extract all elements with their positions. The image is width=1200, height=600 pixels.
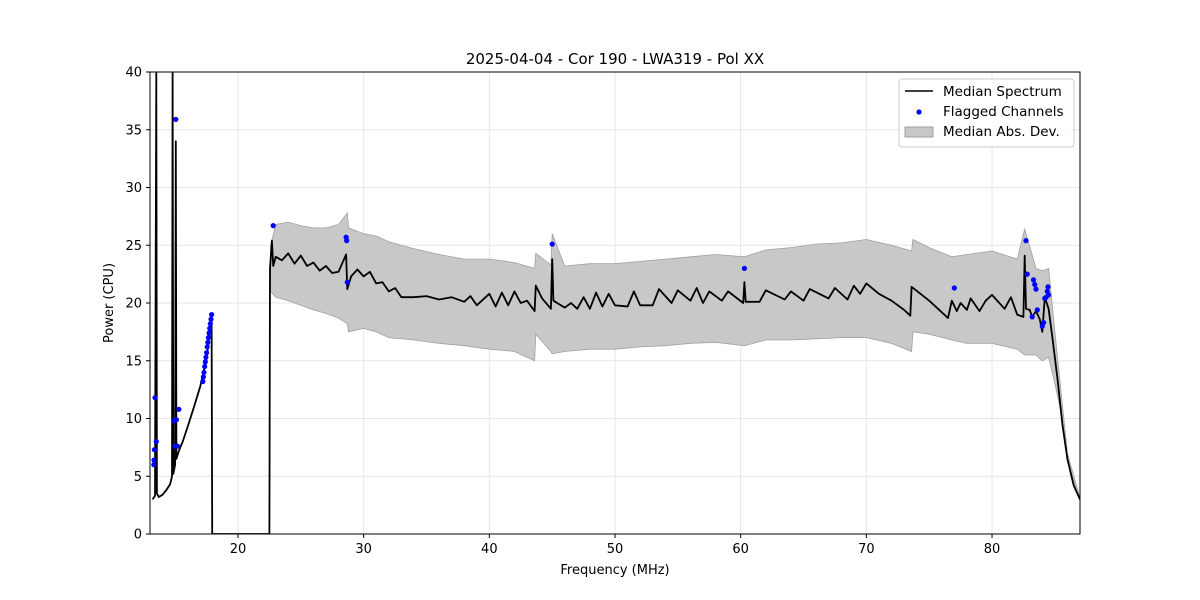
y-axis-ticks: 0 5 10 15 20 25 30 35 40 — [125, 66, 150, 543]
flagged-channel-point — [1032, 281, 1038, 288]
flagged-channel-point — [951, 285, 957, 291]
y-tick-label: 20 — [125, 297, 142, 312]
y-tick-label: 35 — [125, 123, 142, 138]
flagged-channel-point — [1041, 320, 1047, 326]
legend: Median Spectrum Flagged Channels Median … — [898, 78, 1075, 148]
flagged-channel-point — [207, 321, 213, 327]
flagged-channel-point — [208, 316, 214, 322]
flagged-channel-point — [344, 238, 350, 244]
chart-title: 2025-04-04 - Cor 190 - LWA319 - Pol XX — [466, 50, 764, 68]
flagged-channel-point — [201, 369, 207, 375]
x-tick-label: 80 — [984, 542, 1001, 557]
flagged-channel-point — [270, 223, 276, 229]
flagged-channel-point — [1034, 307, 1040, 313]
flagged-channel-point — [204, 350, 210, 356]
x-tick-label: 50 — [607, 542, 624, 557]
y-axis-label: Power (CPU) — [102, 263, 117, 343]
flagged-channel-point — [1033, 286, 1039, 292]
x-tick-label: 20 — [230, 542, 247, 557]
flagged-channel-point — [205, 339, 211, 345]
legend-label-flagged: Flagged Channels — [943, 104, 1064, 120]
legend-label-median: Median Spectrum — [943, 84, 1062, 100]
flagged-channel-point — [151, 457, 157, 463]
flagged-channel-point — [205, 335, 211, 341]
y-tick-label: 5 — [134, 470, 142, 485]
median-spectrum-line — [151, 72, 1080, 534]
legend-swatch-flagged — [916, 109, 922, 115]
flagged-channel-point — [152, 395, 158, 401]
flagged-channel-point — [344, 279, 350, 285]
flagged-channel-point — [206, 330, 212, 336]
flagged-channel-point — [202, 363, 208, 370]
y-tick-label: 15 — [125, 354, 142, 369]
y-tick-label: 30 — [125, 181, 142, 196]
flagged-channel-point — [153, 439, 159, 445]
flagged-channel-point — [173, 417, 179, 423]
flagged-channel-point — [202, 359, 208, 365]
flagged-channel-point — [1030, 277, 1037, 283]
flagged-channel-point — [204, 344, 210, 350]
flagged-channel-point — [200, 378, 206, 385]
x-axis-label: Frequency (MHz) — [560, 563, 669, 578]
flagged-channel-point — [1046, 292, 1052, 298]
flagged-channel-point — [209, 312, 215, 318]
flagged-channel-point — [741, 265, 748, 271]
x-tick-label: 40 — [481, 542, 498, 557]
y-tick-label: 25 — [125, 239, 142, 254]
flagged-channel-point — [151, 447, 157, 453]
y-tick-label: 0 — [134, 528, 142, 543]
y-tick-label: 40 — [125, 66, 142, 81]
flagged-channel-point — [1045, 284, 1051, 290]
x-tick-label: 70 — [858, 542, 875, 557]
flagged-channel-point — [173, 116, 179, 122]
x-axis-ticks: 20 30 40 50 60 70 80 — [230, 534, 1001, 557]
flagged-channel-point — [151, 462, 157, 468]
flagged-channel-point — [176, 406, 182, 412]
flagged-channel-point — [549, 241, 555, 247]
legend-box — [898, 78, 1075, 148]
flagged-channel-point — [1024, 271, 1030, 277]
y-tick-label: 10 — [125, 412, 142, 427]
legend-label-mad: Median Abs. Dev. — [943, 124, 1060, 140]
flagged-channel-point — [203, 354, 209, 360]
legend-swatch-mad — [904, 126, 934, 138]
flagged-channels-points — [151, 116, 1052, 468]
x-tick-label: 30 — [355, 542, 372, 557]
flagged-channel-point — [1029, 314, 1035, 320]
median-abs-dev-band — [270, 211, 1080, 501]
flagged-channel-point — [200, 374, 206, 380]
flagged-channel-point — [175, 443, 181, 449]
x-tick-label: 60 — [732, 542, 749, 557]
flagged-channel-point — [207, 325, 213, 331]
flagged-channel-point — [1023, 238, 1029, 244]
